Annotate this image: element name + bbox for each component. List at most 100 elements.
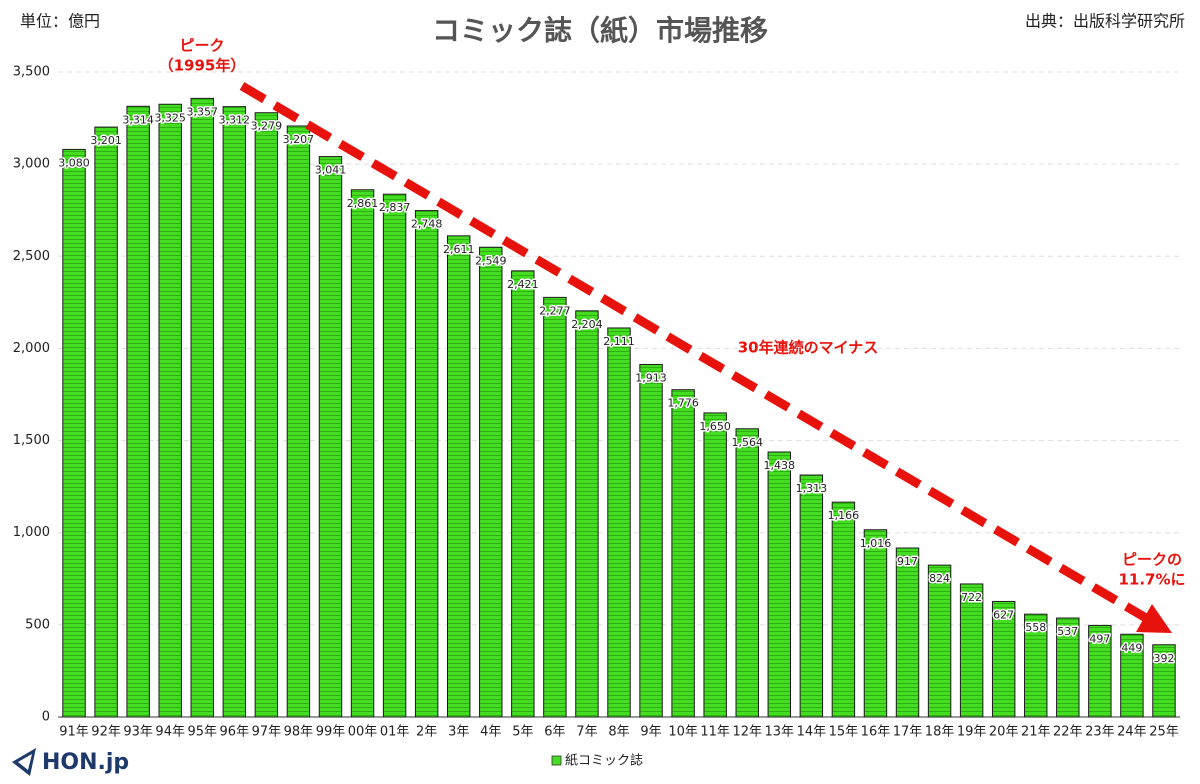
value-label: 3,357 — [187, 105, 219, 118]
x-tick-label: 19年 — [957, 725, 987, 740]
bar — [190, 97, 214, 718]
bar — [126, 105, 150, 718]
logo: HON.jp — [42, 750, 129, 775]
x-tick-label: 98年 — [284, 725, 314, 740]
source-label: 出典：出版科学研究所 — [1025, 12, 1185, 31]
bar — [799, 474, 824, 718]
x-tick-label: 11年 — [700, 725, 730, 740]
bar — [607, 327, 631, 718]
value-label: 3,080 — [58, 156, 90, 169]
bar — [1088, 624, 1112, 718]
bar — [895, 547, 920, 718]
bar — [158, 103, 182, 718]
value-label: 2,611 — [443, 243, 475, 256]
y-tick-label: 0 — [42, 710, 50, 725]
bar — [863, 529, 888, 718]
value-label: 558 — [1025, 621, 1046, 634]
value-label: 3,314 — [122, 113, 154, 126]
x-tick-label: 12年 — [732, 725, 762, 740]
x-tick-label: 21年 — [1021, 725, 1051, 740]
value-label: 2,748 — [411, 218, 443, 231]
x-tick-label: 20年 — [989, 725, 1019, 740]
bar — [318, 156, 343, 718]
bar — [479, 246, 503, 718]
value-label: 449 — [1121, 641, 1142, 654]
x-tick-label: 5年 — [512, 725, 533, 740]
bar — [831, 501, 856, 718]
legend-label: 紙コミック誌 — [565, 753, 643, 769]
y-tick-label: 3,500 — [13, 65, 50, 80]
bar — [350, 189, 375, 718]
unit-label: 単位：億円 — [20, 12, 100, 31]
x-tick-label: 94年 — [155, 725, 185, 740]
value-label: 3,207 — [283, 133, 315, 146]
bar — [414, 210, 439, 718]
value-label: 2,204 — [571, 318, 603, 331]
y-tick-label: 1,500 — [13, 433, 50, 448]
bar — [1152, 644, 1176, 718]
bar — [991, 600, 1016, 718]
bar — [575, 310, 599, 718]
x-tick-label: 9年 — [640, 725, 661, 740]
x-tick-label: 99年 — [316, 725, 346, 740]
value-label: 537 — [1057, 625, 1078, 638]
value-label: 2,549 — [475, 254, 507, 267]
value-label: 497 — [1089, 632, 1110, 645]
x-tick-label: 24年 — [1117, 725, 1147, 740]
chart-title: コミック誌（紙）市場推移 — [432, 14, 768, 47]
x-tick-label: 15年 — [829, 725, 859, 740]
annotation: （1995年） — [159, 57, 246, 75]
bar — [222, 106, 247, 718]
value-label: 392 — [1153, 652, 1174, 665]
value-label: 2,837 — [379, 201, 411, 214]
value-label: 1,313 — [796, 482, 828, 495]
x-tick-label: 7年 — [576, 725, 597, 740]
bar — [446, 235, 471, 718]
value-label: 627 — [993, 608, 1014, 621]
value-label: 1,166 — [828, 509, 860, 522]
x-tick-label: 18年 — [925, 725, 955, 740]
bar — [94, 126, 118, 718]
x-tick-label: 6年 — [544, 725, 565, 740]
trend-arrow — [239, 82, 1149, 622]
arrow-head — [1136, 604, 1172, 633]
annotation: ピーク — [179, 37, 224, 55]
bar — [62, 148, 86, 718]
y-tick-label: 2,000 — [13, 341, 50, 356]
bar — [1120, 633, 1144, 718]
legend-swatch — [551, 755, 562, 766]
value-label: 2,421 — [507, 278, 539, 291]
bar — [927, 564, 952, 718]
x-tick-label: 16年 — [861, 725, 891, 740]
x-tick-label: 17年 — [893, 725, 923, 740]
x-tick-label: 10年 — [668, 725, 698, 740]
value-label: 722 — [961, 591, 982, 604]
bar — [671, 389, 695, 718]
logo-icon — [18, 754, 32, 770]
value-label: 917 — [897, 555, 918, 568]
x-tick-label: 8年 — [608, 725, 629, 740]
x-tick-label: 4年 — [480, 725, 501, 740]
bar — [735, 428, 759, 718]
value-label: 824 — [929, 572, 950, 585]
x-tick-label: 00年 — [348, 725, 378, 740]
x-tick-label: 91年 — [59, 725, 89, 740]
value-label: 1,650 — [699, 420, 731, 433]
value-label: 2,861 — [347, 197, 379, 210]
x-tick-label: 97年 — [252, 725, 282, 740]
annotation: ピークの — [1122, 551, 1182, 569]
value-label: 1,438 — [764, 459, 796, 472]
value-label: 3,201 — [90, 134, 122, 147]
bar — [382, 193, 407, 718]
x-tick-label: 22年 — [1053, 725, 1083, 740]
bar — [767, 451, 792, 718]
x-tick-label: 96年 — [220, 725, 250, 740]
value-label: 1,564 — [731, 436, 763, 449]
value-label: 1,016 — [860, 537, 892, 550]
value-label: 2,277 — [539, 304, 571, 317]
x-tick-label: 13年 — [765, 725, 795, 740]
value-label: 3,041 — [315, 164, 347, 177]
bar — [511, 270, 535, 718]
x-tick-label: 14年 — [797, 725, 827, 740]
